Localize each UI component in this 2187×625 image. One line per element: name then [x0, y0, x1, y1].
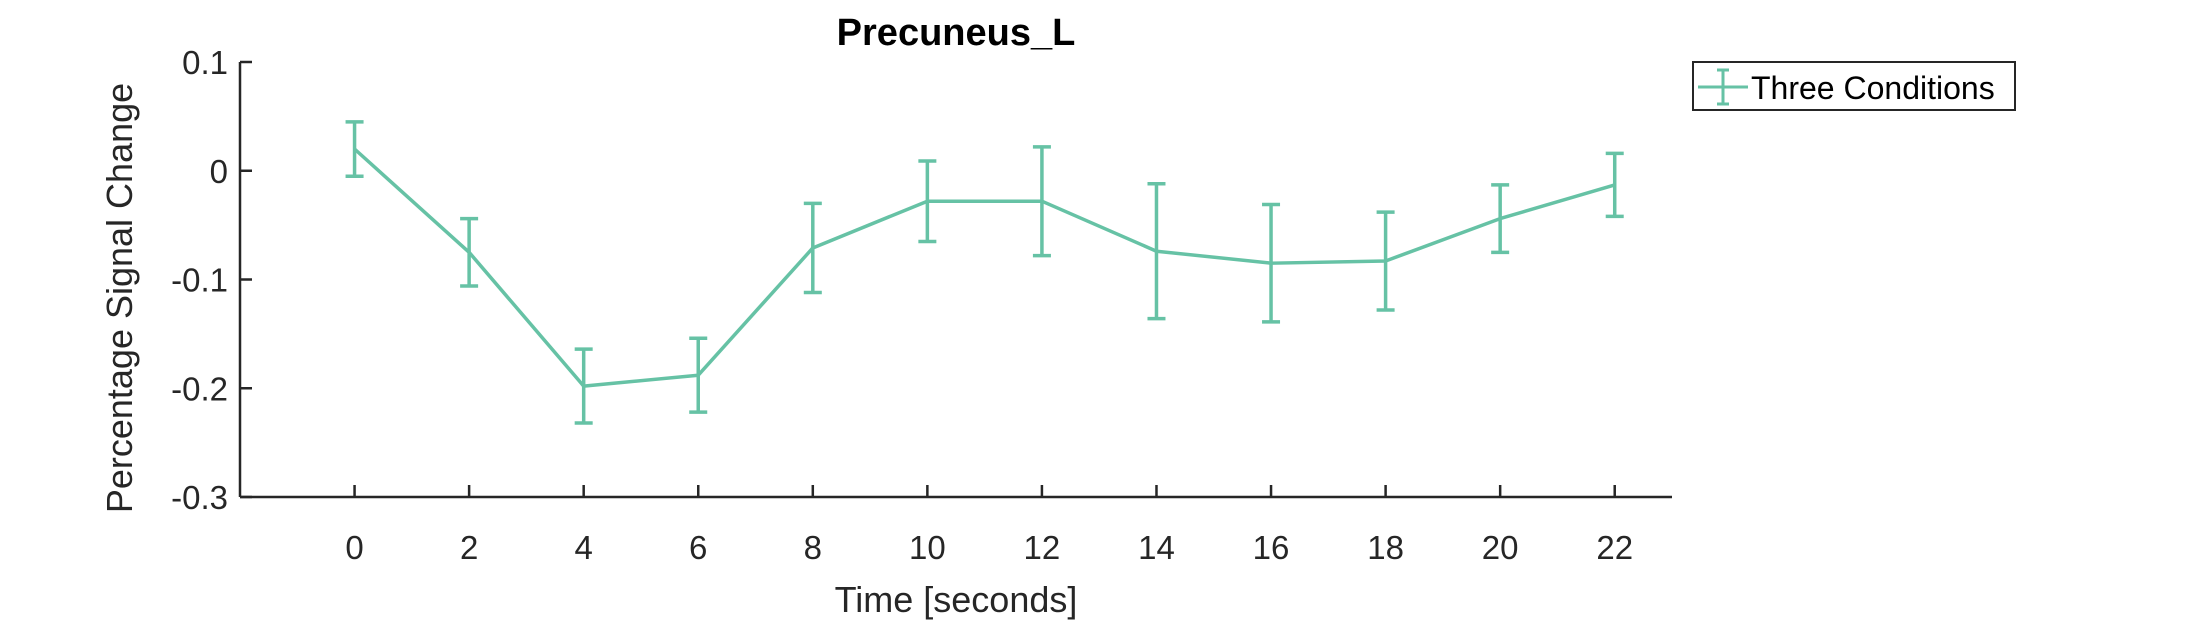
y-axis-label: Percentage Signal Change: [99, 83, 140, 513]
error-bar: [460, 216, 479, 288]
x-tick-label: 2: [460, 529, 478, 566]
y-tick-label: -0.3: [171, 479, 228, 516]
error-bar: [574, 347, 593, 425]
x-tick-label: 22: [1596, 529, 1633, 566]
error-bar: [1262, 202, 1281, 324]
chart-title: Precuneus_L: [837, 12, 1076, 54]
error-bar: [1147, 182, 1166, 321]
error-bar: [345, 120, 364, 178]
error-bar: [803, 201, 822, 295]
y-ticks: 0.1 0 -0.1 -0.2 -0.3: [171, 44, 252, 516]
series-layer: [345, 120, 1624, 425]
x-tick-label: 6: [689, 529, 707, 566]
error-bar: [689, 336, 708, 414]
x-ticks: 0 2 4 6 8 10 12 14 16 18 20 22: [345, 485, 1633, 566]
x-tick-label: 0: [345, 529, 363, 566]
plot-area: 0.1 0 -0.1 -0.2 -0.3 0 2 4 6 8 10 12 14 16 18 20 22: [171, 44, 1672, 566]
x-axis-label: Time [seconds]: [835, 579, 1078, 620]
legend-label: Three Conditions: [1751, 70, 1995, 106]
y-tick-label: 0.1: [182, 44, 228, 81]
series-line: [353, 147, 1616, 388]
y-tick-label: -0.2: [171, 370, 228, 407]
legend: Three Conditions: [1692, 61, 2016, 111]
y-tick-label: 0: [210, 153, 228, 190]
x-tick-label: 8: [804, 529, 822, 566]
error-bar: [1491, 183, 1510, 255]
x-tick-label: 18: [1367, 529, 1404, 566]
x-tick-label: 12: [1024, 529, 1061, 566]
error-bar: [1032, 145, 1051, 258]
x-tick-label: 14: [1138, 529, 1175, 566]
error-bar: [1376, 210, 1395, 312]
x-tick-label: 16: [1253, 529, 1290, 566]
error-bar: [1605, 151, 1624, 219]
x-tick-label: 20: [1482, 529, 1519, 566]
x-tick-label: 4: [575, 529, 593, 566]
error-bar: [918, 159, 937, 244]
x-tick-label: 10: [909, 529, 946, 566]
y-tick-label: -0.1: [171, 262, 228, 299]
